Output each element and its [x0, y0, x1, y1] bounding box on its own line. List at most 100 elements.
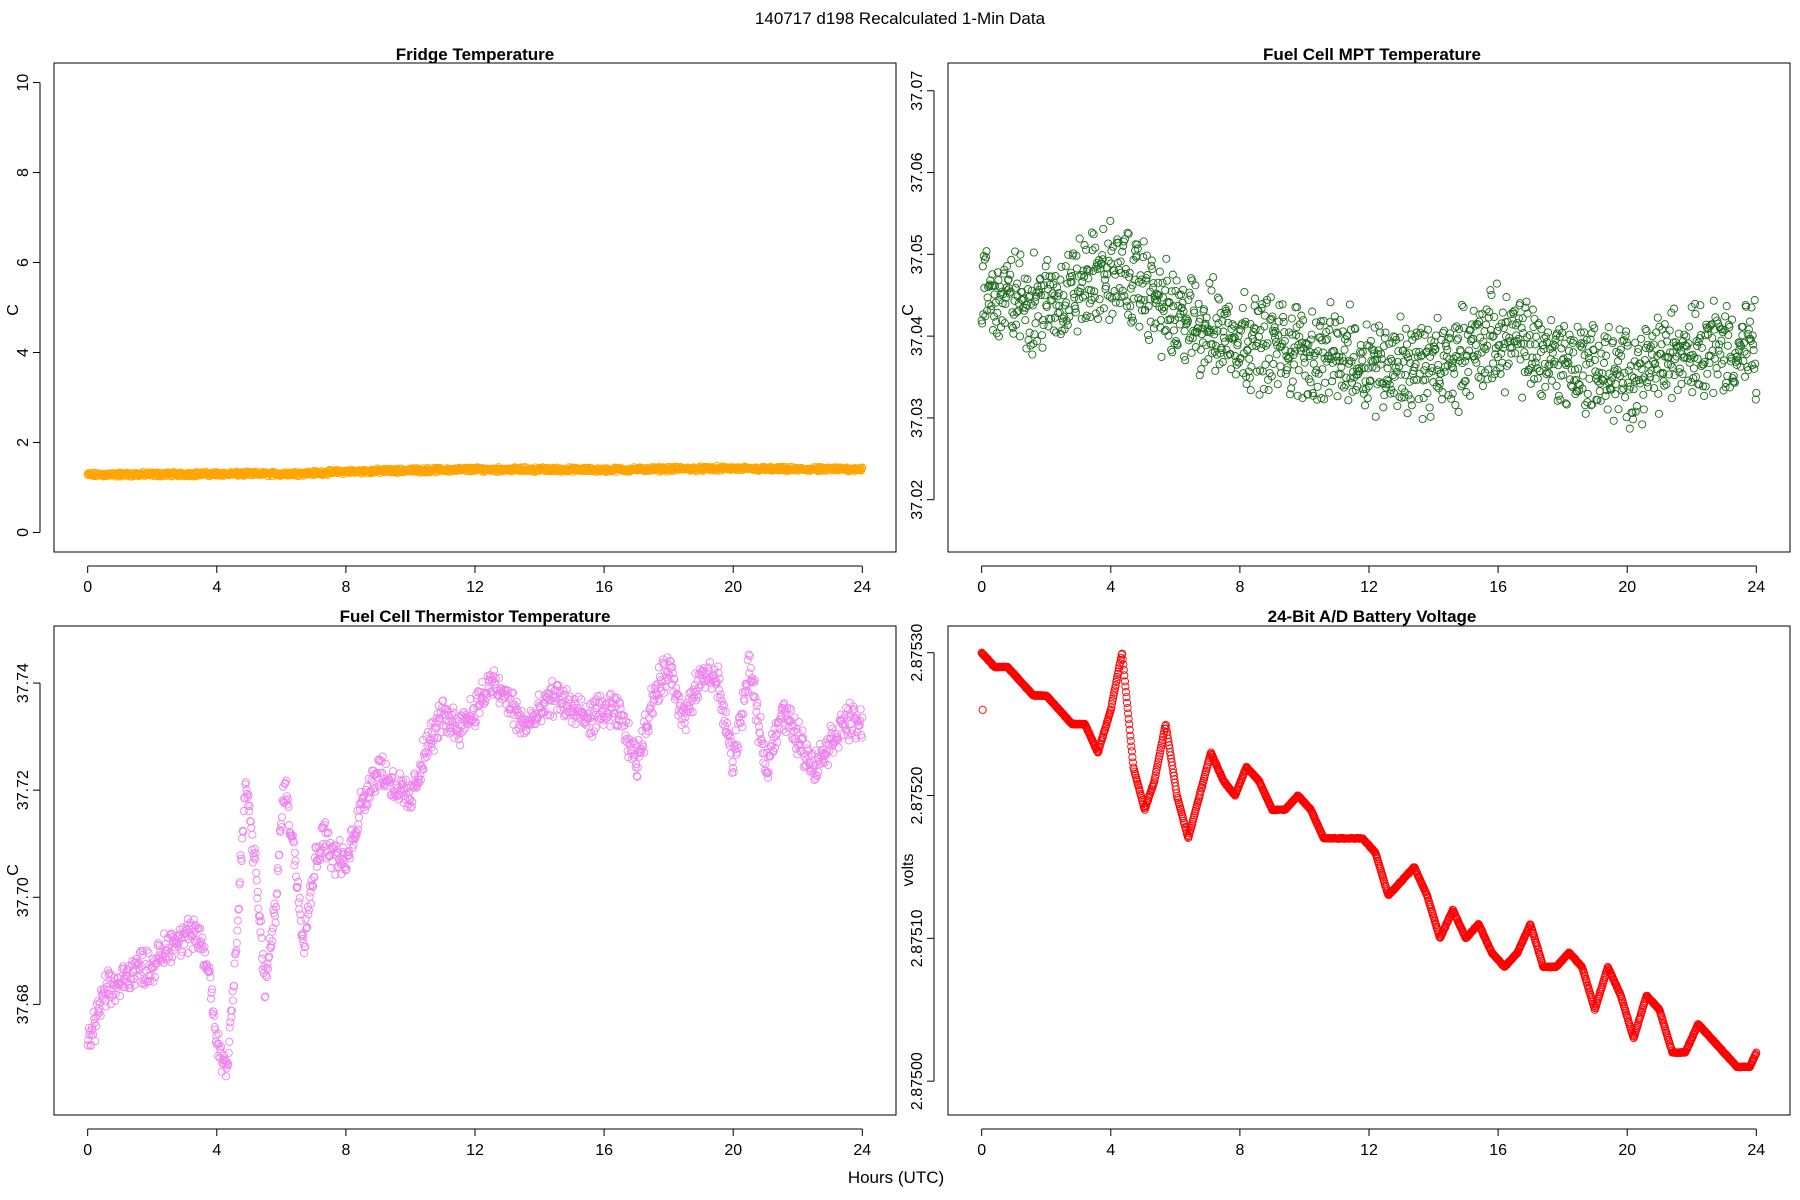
- data-point: [1547, 316, 1556, 325]
- data-point: [1452, 336, 1462, 345]
- data-point: [1045, 280, 1055, 289]
- data-point: [761, 760, 770, 769]
- data-point: [1022, 300, 1031, 310]
- data-point: [245, 802, 254, 811]
- data-point: [1125, 720, 1134, 729]
- data-point: [1215, 295, 1224, 304]
- data-point: [1103, 291, 1112, 300]
- data-point: [1379, 403, 1388, 412]
- data-point: [438, 696, 448, 705]
- data-point: [694, 693, 703, 702]
- data-point: [1435, 379, 1444, 388]
- data-point: [982, 247, 991, 256]
- data-point: [1331, 318, 1340, 327]
- data-point: [368, 785, 378, 794]
- data-point: [291, 856, 300, 865]
- data-point: [1455, 325, 1464, 334]
- data-point: [1675, 364, 1684, 373]
- data-point: [387, 773, 396, 782]
- data-point: [1632, 402, 1641, 411]
- x-tick-label: 0: [977, 579, 986, 596]
- data-point: [1539, 344, 1548, 354]
- data-points: [83, 462, 867, 481]
- data-point: [998, 316, 1007, 325]
- data-point: [1029, 248, 1038, 257]
- data-point: [1732, 360, 1741, 369]
- data-point: [1339, 357, 1348, 366]
- data-point: [1364, 364, 1373, 373]
- data-point: [1105, 315, 1114, 324]
- data-point: [310, 873, 319, 882]
- data-point: [1585, 358, 1595, 367]
- data-point: [665, 661, 674, 670]
- data-point: [1149, 324, 1158, 333]
- data-point: [1721, 383, 1730, 392]
- data-point: [323, 829, 332, 838]
- data-point: [1587, 401, 1596, 410]
- data-point: [470, 713, 479, 722]
- data-point: [1139, 237, 1148, 246]
- data-point: [1412, 347, 1421, 356]
- data-point: [1026, 291, 1035, 300]
- data-point: [715, 685, 724, 694]
- data-point: [777, 706, 786, 715]
- data-point: [1749, 340, 1758, 349]
- data-point: [748, 677, 757, 686]
- data-point: [265, 952, 274, 961]
- data-point: [1483, 375, 1492, 384]
- data-point: [1409, 376, 1418, 385]
- data-point: [1157, 304, 1167, 313]
- data-point: [1375, 328, 1385, 337]
- data-point: [1455, 356, 1464, 365]
- data-point: [619, 711, 628, 720]
- data-point: [1670, 355, 1680, 364]
- data-point: [1606, 377, 1616, 386]
- data-point: [98, 994, 107, 1003]
- data-point: [196, 924, 205, 933]
- data-point: [214, 1029, 223, 1038]
- data-point: [1337, 362, 1346, 371]
- data-point: [331, 870, 340, 879]
- data-point: [1180, 327, 1189, 336]
- data-point: [253, 887, 262, 896]
- data-point: [1117, 650, 1126, 659]
- data-point: [115, 991, 125, 1000]
- data-point: [87, 1031, 96, 1040]
- data-point: [1706, 351, 1715, 360]
- data-point: [1386, 389, 1395, 398]
- data-point: [841, 720, 850, 729]
- data-point: [1595, 387, 1604, 396]
- data-point: [1744, 325, 1753, 334]
- data-point: [990, 290, 999, 299]
- data-point: [205, 963, 214, 972]
- data-point: [1105, 292, 1114, 301]
- data-point: [149, 977, 158, 986]
- data-point: [994, 332, 1003, 341]
- data-point: [1361, 385, 1371, 394]
- data-point: [681, 726, 690, 735]
- data-point: [1521, 303, 1530, 312]
- data-point: [1366, 376, 1375, 385]
- x-tick-label: 4: [1106, 579, 1115, 596]
- data-point: [734, 744, 743, 753]
- data-point: [1228, 320, 1237, 329]
- data-point: [256, 917, 266, 926]
- data-point: [1300, 358, 1309, 367]
- data-point: [802, 740, 811, 749]
- data-point: [644, 722, 653, 731]
- data-point: [1638, 375, 1647, 384]
- data-point: [267, 941, 276, 950]
- data-point: [188, 944, 197, 954]
- data-point: [790, 713, 799, 722]
- data-point: [858, 463, 867, 472]
- data-point: [1561, 399, 1570, 408]
- data-point: [1077, 271, 1086, 280]
- data-point: [227, 1013, 236, 1022]
- data-point: [1306, 378, 1315, 387]
- data-point: [1118, 286, 1127, 295]
- data-point: [544, 690, 553, 699]
- data-point: [1541, 382, 1550, 391]
- data-point: [1747, 303, 1756, 312]
- data-point: [351, 827, 360, 837]
- data-point: [1449, 354, 1458, 363]
